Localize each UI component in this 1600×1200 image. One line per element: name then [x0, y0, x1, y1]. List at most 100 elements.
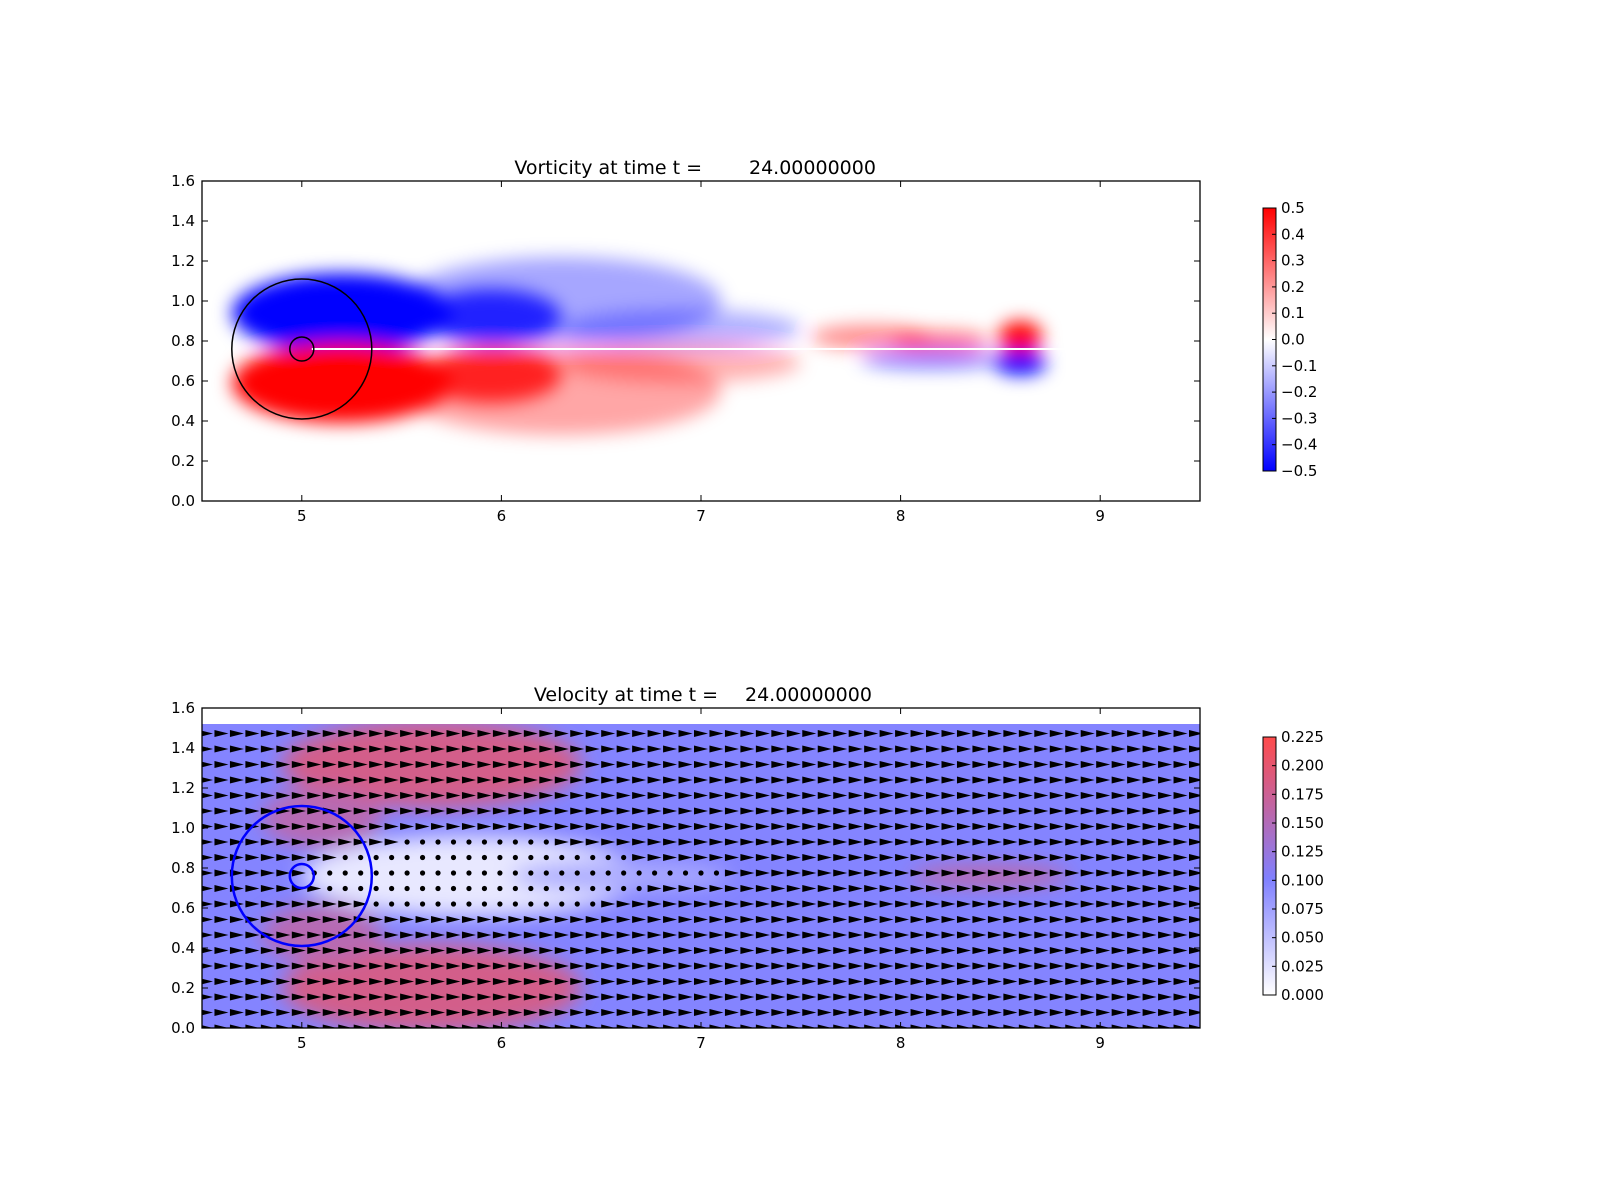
velocity-arrow — [926, 730, 941, 737]
y-tick-label: 1.0 — [171, 292, 195, 310]
velocity-arrow — [956, 823, 971, 830]
y-tick-label: 0.8 — [171, 332, 195, 350]
velocity-arrow — [802, 947, 817, 954]
velocity-arrow — [802, 807, 817, 815]
velocity-arrow — [570, 745, 585, 753]
velocity-arrow — [632, 916, 647, 923]
velocity-arrow — [895, 947, 910, 954]
velocity-arrow — [307, 916, 322, 923]
velocity-arrow — [570, 993, 585, 1001]
velocity-arrow — [724, 745, 739, 753]
velocity-arrow — [694, 885, 708, 892]
velocity-arrow — [724, 792, 739, 799]
velocity-arrow — [477, 962, 492, 970]
velocity-arrow — [229, 1009, 244, 1016]
velocity-arrow — [987, 885, 1002, 892]
velocity-arrow — [786, 745, 801, 753]
velocity-arrow — [1018, 854, 1033, 861]
positive-vorticity-region — [561, 343, 801, 383]
x-tick-label: 5 — [297, 507, 307, 525]
velocity-arrow — [1018, 1009, 1033, 1016]
velocity-arrow — [477, 993, 492, 1001]
velocity-arrow — [1003, 807, 1018, 815]
velocity-arrow — [771, 823, 786, 830]
velocity-arrow — [585, 792, 600, 799]
velocity-arrow — [508, 947, 523, 954]
velocity-arrow — [1080, 792, 1095, 799]
velocity-arrow — [369, 745, 384, 753]
velocity-arrow — [338, 916, 353, 923]
velocity-arrow — [1034, 869, 1049, 877]
velocity-dot — [528, 885, 534, 892]
velocity-arrow — [523, 823, 538, 830]
velocity-arrow — [740, 962, 755, 970]
velocity-arrow — [755, 900, 770, 908]
velocity-arrow — [647, 761, 662, 768]
velocity-arrow — [632, 978, 647, 985]
velocity-arrow — [585, 823, 600, 830]
velocity-arrow — [307, 823, 322, 830]
velocity-arrow — [400, 962, 415, 970]
velocity-arrow — [755, 869, 770, 877]
velocity-arrow — [400, 1024, 415, 1028]
velocity-arrow — [848, 947, 863, 954]
velocity-arrow — [601, 993, 616, 1001]
velocity-arrow — [771, 978, 786, 985]
velocity-arrow — [956, 1024, 971, 1028]
velocity-arrow — [987, 730, 1002, 737]
velocity-arrow — [384, 730, 399, 737]
velocity-arrow — [1158, 947, 1173, 954]
velocity-arrow — [214, 1024, 229, 1028]
velocity-arrow — [910, 1024, 925, 1028]
velocity-arrow — [214, 885, 229, 892]
colorbar-label: −0.5 — [1281, 462, 1317, 480]
velocity-arrow — [956, 730, 971, 737]
velocity-arrow — [848, 761, 863, 768]
velocity-arrow — [1189, 947, 1200, 954]
y-tick-label: 0.2 — [171, 452, 195, 470]
velocity-arrow — [229, 761, 244, 768]
velocity-dot — [651, 870, 658, 876]
velocity-arrow — [678, 885, 693, 892]
velocity-arrow — [663, 854, 678, 861]
velocity-arrow — [956, 885, 971, 892]
velocity-arrow — [400, 823, 415, 830]
velocity-arrow — [1049, 885, 1064, 892]
colorbar-label: 0.025 — [1281, 957, 1324, 975]
velocity-arrow — [601, 792, 616, 799]
velocity-arrow — [338, 962, 353, 970]
velocity-arrow — [1018, 885, 1033, 892]
velocity-arrow — [1111, 838, 1126, 846]
velocity-arrow — [1096, 761, 1111, 768]
velocity-arrow — [802, 823, 817, 830]
velocity-arrow — [260, 792, 275, 799]
velocity-arrow — [755, 1024, 770, 1028]
velocity-arrow — [1096, 978, 1111, 985]
velocity-arrow — [214, 776, 229, 784]
velocity-arrow — [523, 745, 538, 753]
velocity-arrow — [817, 838, 832, 846]
velocity-arrow — [260, 807, 275, 815]
velocity-arrow — [1003, 885, 1018, 892]
velocity-arrow — [786, 823, 801, 830]
velocity-dot — [435, 854, 441, 861]
velocity-arrow — [1003, 869, 1018, 877]
velocity-arrow — [848, 931, 863, 939]
velocity-arrow — [384, 1024, 399, 1028]
velocity-arrow — [987, 854, 1002, 861]
velocity-arrow — [647, 978, 662, 985]
velocity-arrow — [879, 745, 894, 753]
velocity-arrow — [941, 1024, 956, 1028]
velocity-arrow — [1080, 885, 1095, 892]
velocity-arrow — [632, 931, 647, 939]
velocity-arrow — [260, 823, 275, 830]
velocity-arrow — [585, 993, 600, 1001]
velocity-arrow — [1096, 947, 1111, 954]
velocity-arrow — [724, 931, 739, 939]
velocity-arrow — [647, 838, 662, 846]
velocity-arrow — [1018, 776, 1033, 784]
velocity-arrow — [694, 947, 708, 954]
velocity-arrow — [322, 916, 337, 923]
velocity-arrow — [322, 792, 337, 799]
y-tick-label: 0.4 — [171, 939, 195, 957]
